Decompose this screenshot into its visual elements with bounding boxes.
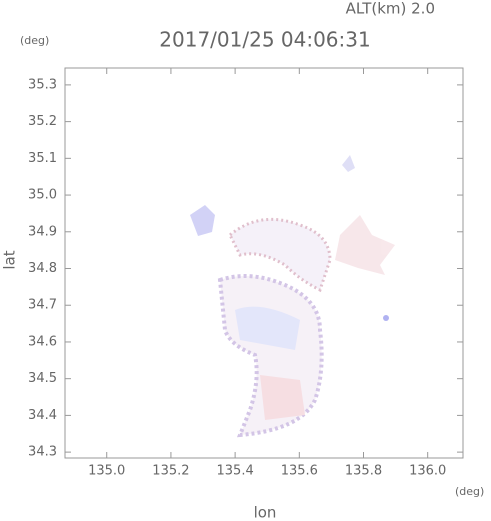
y-tick-label: 35.1 [28,151,57,166]
x-tick-label: 135.6 [281,464,318,479]
x-unit: (deg) [455,485,484,498]
y-tick-label: 34.6 [28,334,57,349]
echo [190,205,215,236]
chart-title: 2017/01/25 04:06:31 [159,28,370,52]
x-tick-label: 135.2 [152,464,189,479]
altitude-annotation: ALT(km) 2.0 [346,0,435,18]
echo [235,306,300,350]
y-unit: (deg) [20,34,49,47]
y-tick-label: 34.4 [28,408,57,423]
x-tick-label: 136.0 [409,464,446,479]
echo [383,315,389,321]
y-tick-label: 34.9 [28,224,57,239]
radar-field [190,155,395,438]
echo [228,217,332,293]
x-tick-label: 135.0 [88,464,125,479]
y-tick-label: 35.0 [28,188,57,203]
x-tick-label: 135.8 [345,464,382,479]
plot-frame [64,67,464,459]
y-tick-label: 34.3 [28,445,57,460]
y-tick-label: 34.8 [28,261,57,276]
y-tick-label: 35.2 [28,114,57,129]
echo [342,155,355,172]
x-tick-label: 135.4 [217,464,254,479]
y-tick-label: 34.5 [28,371,57,386]
echo [335,215,395,275]
y-axis-label: lat [1,250,19,269]
echo [260,375,305,420]
y-tick-label: 35.3 [28,77,57,92]
y-tick-label: 34.7 [28,298,57,313]
x-axis-label: lon [254,504,277,521]
